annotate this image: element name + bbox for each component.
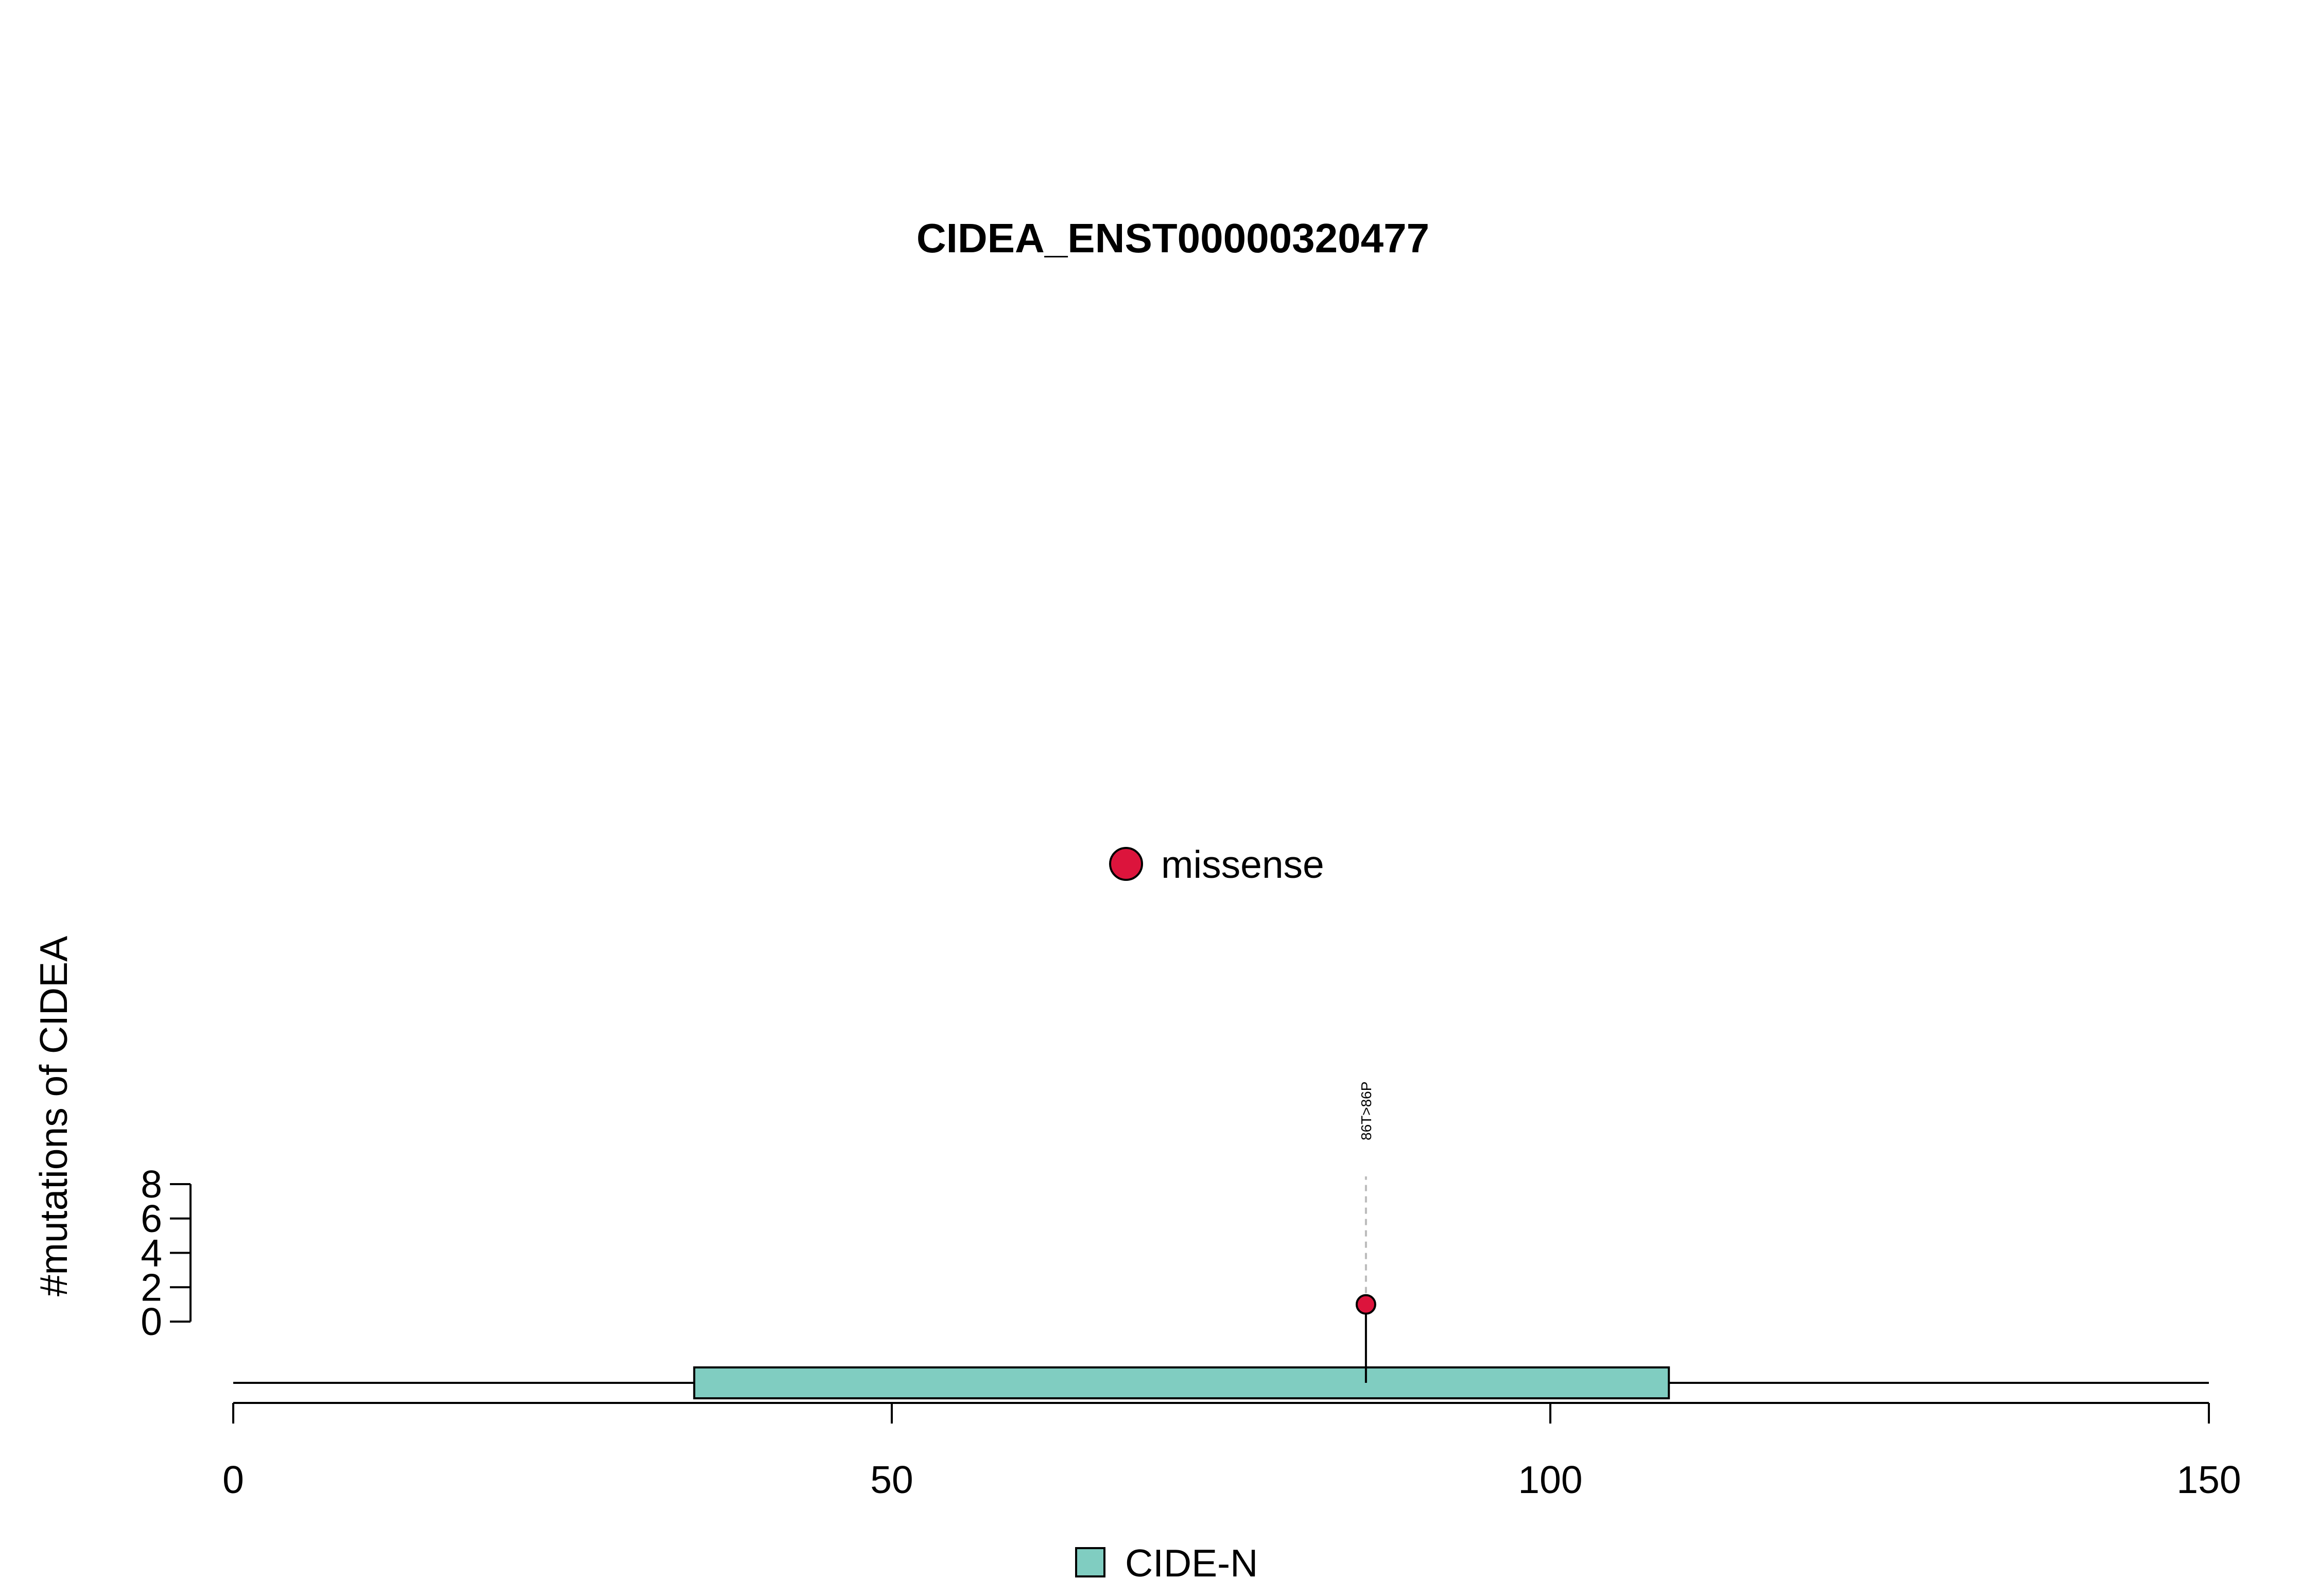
mutation-point (1355, 1294, 1376, 1315)
y-tick-label: 2 (141, 1265, 162, 1309)
missense-legend-marker (1109, 847, 1143, 881)
domain-layer (693, 1366, 1670, 1399)
x-tick-label: 150 (2176, 1458, 2241, 1501)
x-tick-label: 100 (1518, 1458, 1582, 1501)
y-tick-label: 0 (141, 1300, 162, 1343)
x-tick-label: 0 (222, 1458, 244, 1501)
cide-n-legend-label: CIDE-N (1125, 1541, 1258, 1585)
bottom-legend: CIDE-N (1075, 1541, 1258, 1585)
y-axis-label: #mutations of CIDEA (32, 936, 75, 1296)
y-tick-label: 4 (141, 1231, 162, 1275)
y-tick-label: 8 (141, 1163, 162, 1206)
chart-title: CIDEA_ENST00000320477 (917, 215, 1429, 261)
x-axis: 0 50 100 150 (222, 1402, 2241, 1501)
x-tick-label: 50 (870, 1458, 913, 1501)
cide-n-legend-swatch (1075, 1547, 1105, 1577)
mutation-label: 86T>86P (1358, 1082, 1374, 1140)
mutation-layer: 86T>86P (1355, 1082, 1376, 1383)
top-legend: missense (1109, 843, 1324, 886)
missense-legend-label: missense (1161, 843, 1324, 886)
y-tick-label: 6 (141, 1197, 162, 1240)
domain-cide-n (693, 1366, 1670, 1399)
